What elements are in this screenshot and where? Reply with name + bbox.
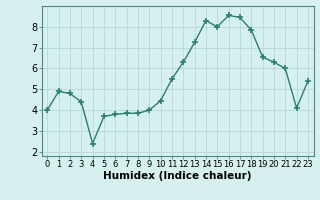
X-axis label: Humidex (Indice chaleur): Humidex (Indice chaleur) bbox=[103, 171, 252, 181]
